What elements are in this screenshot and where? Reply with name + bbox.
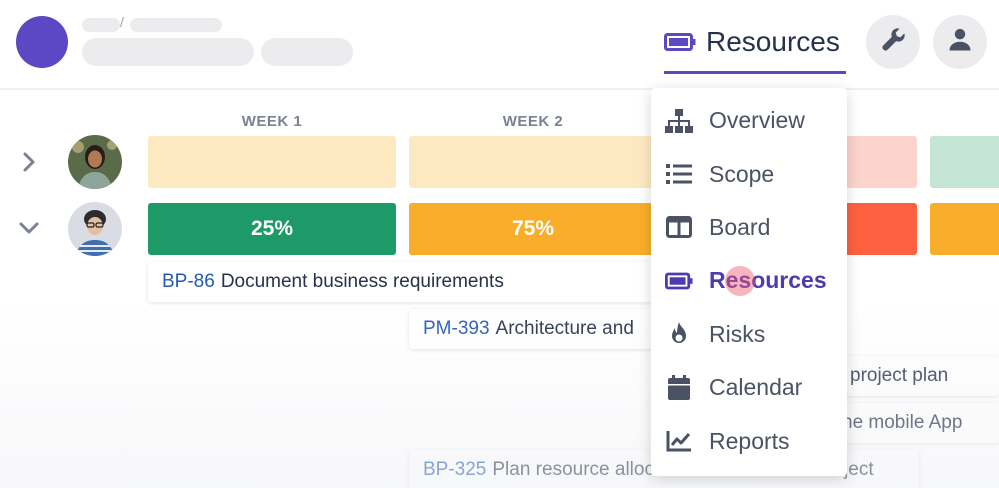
- allocation-cell[interactable]: [148, 136, 396, 188]
- section-menu: Overview Scope Board: [651, 88, 847, 476]
- week-2-header: WEEK 2: [502, 113, 564, 130]
- menu-item-board[interactable]: Board: [651, 201, 847, 254]
- breadcrumb-placeholder-1: [82, 18, 120, 32]
- user-icon: [946, 26, 974, 59]
- fire-icon: [665, 320, 693, 348]
- title-placeholder-2: [261, 38, 353, 66]
- allocation-cell-week-2[interactable]: 75%: [409, 203, 657, 255]
- allocation-cell-week-1[interactable]: 25%: [148, 203, 396, 255]
- settings-button[interactable]: [866, 15, 920, 69]
- chart-icon: [665, 427, 693, 455]
- wrench-icon: [879, 26, 907, 59]
- week-1-header: WEEK 1: [241, 113, 303, 130]
- top-header: / Resources: [0, 0, 999, 90]
- title-placeholder-1: [82, 38, 254, 66]
- allocation-cell[interactable]: [930, 203, 999, 255]
- breadcrumb-placeholder-2: [130, 18, 222, 32]
- battery-icon: [665, 267, 693, 295]
- sitemap-icon: [665, 107, 693, 135]
- menu-item-label: Resources: [709, 267, 827, 294]
- menu-item-label: Risks: [709, 320, 766, 347]
- section-switcher-label: Resources: [706, 25, 840, 57]
- task-key[interactable]: BP-86: [162, 271, 215, 292]
- menu-item-scope[interactable]: Scope: [651, 147, 847, 200]
- task-title: project plan: [850, 365, 949, 386]
- task-key[interactable]: BP-325: [423, 459, 487, 480]
- menu-item-label: Scope: [709, 160, 775, 187]
- menu-item-label: Reports: [709, 427, 790, 454]
- cursor-indicator: [725, 266, 755, 297]
- allocation-cell[interactable]: [845, 136, 917, 188]
- calendar-icon: [665, 374, 693, 402]
- task-title: Architecture and: [495, 318, 634, 339]
- section-switcher[interactable]: Resources: [664, 18, 846, 74]
- breadcrumb-separator: /: [120, 14, 124, 30]
- allocation-cell[interactable]: [409, 136, 657, 188]
- task-card[interactable]: PM-393 Architecture and: [409, 309, 669, 349]
- profile-button[interactable]: [933, 15, 987, 69]
- menu-item-resources[interactable]: Resources: [651, 254, 847, 307]
- task-card[interactable]: BP-86 Document business requirements: [148, 262, 668, 302]
- allocation-cell[interactable]: [930, 136, 999, 188]
- chevron-right-icon[interactable]: [18, 151, 40, 173]
- allocation-cell[interactable]: [845, 203, 917, 255]
- avatar[interactable]: [68, 202, 122, 256]
- task-title: ne mobile App: [842, 412, 963, 433]
- avatar[interactable]: [68, 135, 122, 189]
- menu-item-label: Board: [709, 213, 771, 240]
- menu-item-label: Overview: [709, 107, 805, 134]
- menu-item-reports[interactable]: Reports: [651, 414, 847, 467]
- project-logo[interactable]: [16, 16, 68, 68]
- task-title: Document business requirements: [220, 271, 504, 292]
- menu-item-risks[interactable]: Risks: [651, 308, 847, 361]
- board-icon: [665, 213, 693, 241]
- battery-icon: [664, 32, 696, 51]
- menu-item-calendar[interactable]: Calendar: [651, 361, 847, 414]
- list-icon: [665, 160, 693, 188]
- chevron-down-icon[interactable]: [18, 217, 40, 239]
- menu-item-overview[interactable]: Overview: [651, 94, 847, 147]
- task-key[interactable]: PM-393: [423, 318, 490, 339]
- menu-item-label: Calendar: [709, 374, 803, 401]
